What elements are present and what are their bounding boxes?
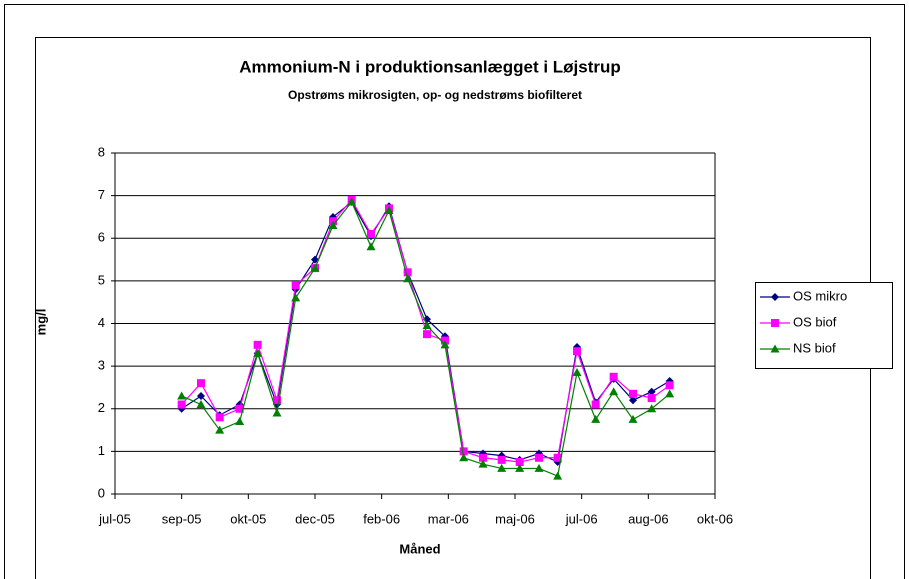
marker bbox=[534, 463, 544, 472]
marker bbox=[591, 400, 600, 409]
marker bbox=[215, 413, 224, 422]
marker bbox=[177, 391, 187, 400]
y-tick-label: 6 bbox=[98, 230, 105, 245]
marker bbox=[535, 453, 543, 462]
marker bbox=[573, 347, 581, 356]
y-tick-label: 5 bbox=[98, 272, 105, 287]
x-tick-label: aug-06 bbox=[628, 511, 668, 526]
marker bbox=[291, 293, 301, 302]
x-tick-label: jul-05 bbox=[98, 511, 131, 526]
marker bbox=[515, 463, 525, 472]
marker bbox=[197, 391, 205, 400]
marker bbox=[272, 408, 282, 417]
marker bbox=[497, 455, 506, 464]
x-tick-label: maj-06 bbox=[495, 511, 535, 526]
x-tick-label: okt-06 bbox=[697, 511, 733, 526]
marker bbox=[553, 453, 562, 462]
marker bbox=[235, 404, 244, 413]
marker bbox=[572, 368, 582, 377]
legend-marker bbox=[770, 344, 780, 353]
legend-label: OS mikro bbox=[793, 288, 847, 303]
marker bbox=[629, 389, 637, 398]
x-tick-label: okt-05 bbox=[230, 511, 266, 526]
marker bbox=[629, 396, 637, 405]
marker bbox=[328, 220, 338, 229]
legend-marker bbox=[771, 293, 779, 301]
chart-subtitle: Opstrøms mikrosigten, op- og nedstrøms b… bbox=[288, 88, 582, 102]
y-tick-label: 4 bbox=[98, 315, 105, 330]
y-tick-label: 3 bbox=[98, 358, 105, 373]
y-axis-label: mg/l bbox=[33, 309, 48, 336]
marker bbox=[459, 447, 468, 456]
marker bbox=[647, 387, 656, 396]
marker bbox=[553, 471, 563, 480]
marker bbox=[366, 242, 376, 251]
chart-title: Ammonium-N i produktionsanlægget i Løjst… bbox=[239, 57, 621, 76]
marker bbox=[440, 340, 450, 349]
y-tick-label: 2 bbox=[98, 400, 105, 415]
marker bbox=[423, 330, 431, 339]
marker bbox=[647, 394, 656, 403]
marker bbox=[609, 387, 619, 396]
marker bbox=[479, 453, 487, 462]
marker bbox=[422, 321, 432, 330]
marker bbox=[177, 400, 186, 409]
marker bbox=[197, 379, 205, 388]
marker bbox=[403, 268, 412, 277]
marker bbox=[591, 414, 601, 423]
marker bbox=[347, 197, 357, 206]
marker bbox=[459, 453, 469, 462]
x-tick-label: mar-06 bbox=[428, 511, 469, 526]
marker bbox=[478, 459, 488, 468]
marker bbox=[665, 381, 674, 390]
marker bbox=[609, 372, 618, 381]
x-tick-label: dec-05 bbox=[295, 511, 335, 526]
y-tick-label: 1 bbox=[98, 443, 105, 458]
marker bbox=[196, 399, 206, 408]
marker bbox=[291, 281, 300, 290]
marker bbox=[665, 389, 675, 398]
x-tick-label: sep-05 bbox=[162, 511, 202, 526]
marker bbox=[310, 263, 320, 272]
marker bbox=[215, 425, 225, 434]
marker bbox=[497, 463, 507, 472]
legend-label: NS biof bbox=[793, 340, 836, 355]
x-tick-label: jul-06 bbox=[565, 511, 598, 526]
marker bbox=[235, 417, 245, 426]
marker bbox=[253, 348, 263, 357]
marker bbox=[515, 458, 524, 467]
marker bbox=[647, 404, 657, 413]
x-axis-label: Måned bbox=[399, 541, 440, 556]
marker bbox=[273, 396, 281, 405]
chart-border bbox=[35, 37, 871, 579]
legend-marker bbox=[771, 319, 779, 327]
marker bbox=[403, 274, 413, 283]
y-tick-label: 8 bbox=[98, 144, 105, 159]
y-tick-label: 0 bbox=[98, 485, 105, 500]
legend-label: OS biof bbox=[793, 314, 837, 329]
outer-border bbox=[4, 4, 905, 579]
marker bbox=[253, 340, 262, 349]
y-tick-label: 7 bbox=[98, 187, 105, 202]
x-tick-label: feb-06 bbox=[363, 511, 400, 526]
marker bbox=[367, 229, 375, 238]
marker bbox=[384, 206, 394, 215]
marker bbox=[628, 414, 638, 423]
